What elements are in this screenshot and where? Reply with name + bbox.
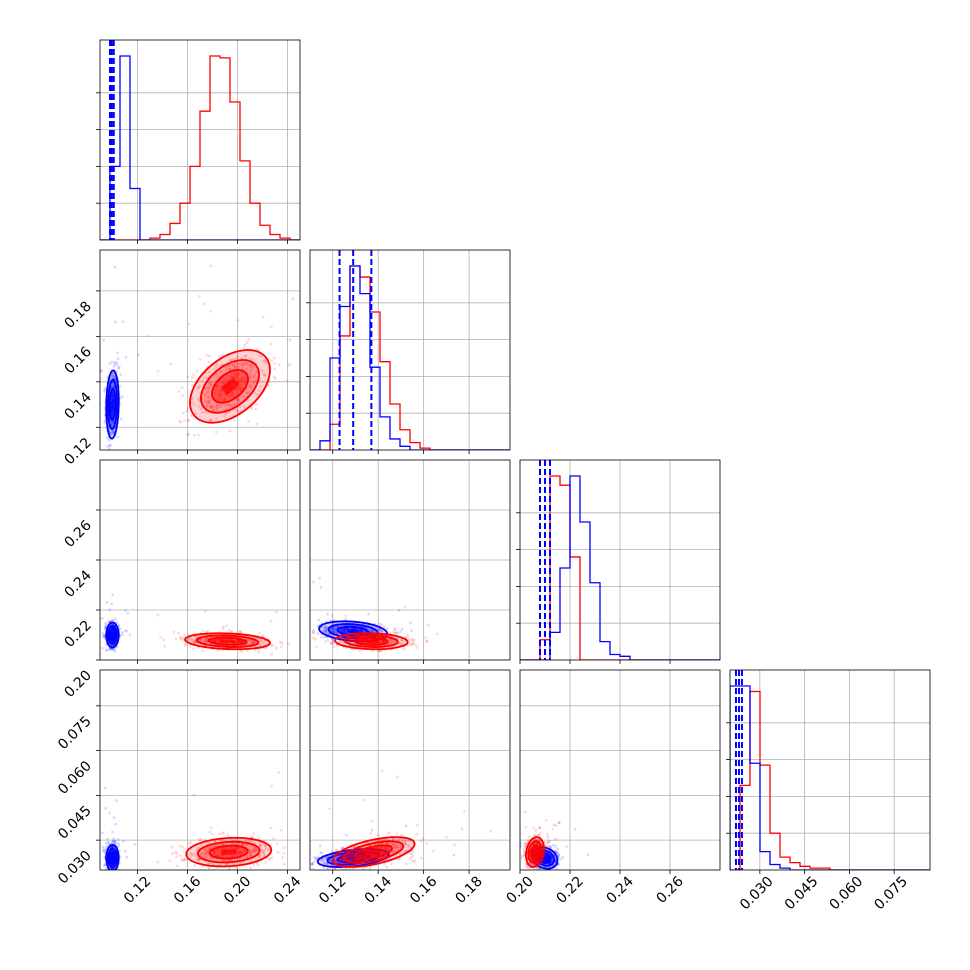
panel-2-2 bbox=[516, 459, 721, 664]
panel-frame bbox=[99, 249, 301, 451]
x-tick-label-0-1: 0.16 bbox=[171, 873, 204, 906]
y-tick-label-2-2: 0.24 bbox=[61, 567, 94, 600]
panel-frame bbox=[99, 669, 301, 871]
y-tick-label-2-3: 0.26 bbox=[61, 517, 94, 550]
density-core-red bbox=[533, 849, 537, 855]
hist-red-3 bbox=[730, 690, 930, 870]
y-tick-label-2-1: 0.22 bbox=[61, 618, 94, 651]
hist-red-1 bbox=[310, 265, 510, 450]
panel-1-1 bbox=[306, 249, 511, 454]
x-tick-label-2-3: 0.26 bbox=[653, 873, 686, 906]
x-tick-label-3-1: 0.045 bbox=[782, 874, 822, 914]
panel-frame bbox=[519, 669, 721, 871]
x-tick-label-1-2: 0.16 bbox=[407, 873, 440, 906]
panel-3-3: 0.030 0.045 0.060 0.075 bbox=[726, 669, 931, 914]
density-core-red bbox=[364, 639, 378, 643]
density-core-red bbox=[366, 848, 382, 856]
x-tick-label-3-2: 0.060 bbox=[827, 874, 867, 914]
x-tick-label-0-0: 0.12 bbox=[121, 874, 154, 907]
x-tick-label-2-1: 0.22 bbox=[553, 874, 586, 907]
y-tick-label-1-2: 0.16 bbox=[61, 344, 94, 377]
panel-2-0: 0.20 0.22 0.24 0.26 bbox=[61, 459, 301, 701]
y-tick-label-3-3: 0.075 bbox=[55, 713, 95, 753]
density-core-blue bbox=[347, 629, 360, 634]
y-tick-label-1-1: 0.14 bbox=[61, 389, 94, 422]
panel-frame bbox=[729, 669, 931, 871]
hist-blue-0 bbox=[100, 55, 300, 240]
panel-3-2: 0.20 0.22 0.24 0.26 bbox=[503, 669, 721, 907]
y-tick-label-1-3: 0.18 bbox=[61, 298, 94, 331]
x-tick-label-3-3: 0.075 bbox=[871, 874, 911, 914]
hist-red-0 bbox=[100, 55, 300, 240]
x-tick-label-0-3: 0.24 bbox=[271, 873, 304, 906]
x-tick-label-3-0: 0.030 bbox=[737, 874, 777, 914]
x-tick-label-1-0: 0.12 bbox=[316, 874, 349, 907]
panel-frame bbox=[309, 669, 511, 871]
x-tick-label-1-3: 0.18 bbox=[453, 874, 486, 907]
y-tick-label-3-2: 0.060 bbox=[55, 758, 95, 798]
x-tick-label-0-2: 0.20 bbox=[221, 874, 254, 907]
density-core-red bbox=[220, 639, 235, 643]
x-tick-label-2-0: 0.20 bbox=[503, 874, 536, 907]
density-core-blue bbox=[111, 855, 114, 861]
hist-red-2 bbox=[520, 475, 720, 660]
panel-frame bbox=[309, 249, 511, 451]
x-tick-label-1-1: 0.14 bbox=[362, 873, 395, 906]
panel-frame bbox=[519, 459, 721, 661]
panel-frame bbox=[99, 39, 301, 241]
panel-0-0 bbox=[96, 39, 301, 244]
panel-1-0: 0.12 0.14 0.16 0.18 bbox=[61, 249, 301, 468]
y-tick-label-3-1: 0.045 bbox=[55, 803, 95, 843]
hist-blue-2 bbox=[520, 475, 720, 660]
y-tick-label-1-0: 0.12 bbox=[61, 435, 94, 468]
density-core-red bbox=[220, 377, 240, 396]
panel-2-1 bbox=[309, 459, 511, 664]
y-tick-label-3-0: 0.030 bbox=[55, 848, 95, 888]
density-core-red bbox=[221, 849, 237, 855]
y-tick-label-2-0: 0.20 bbox=[61, 668, 94, 701]
density-core-blue bbox=[111, 632, 114, 638]
x-tick-label-2-2: 0.24 bbox=[603, 873, 636, 906]
hist-blue-3 bbox=[730, 685, 930, 870]
density-core-blue bbox=[111, 398, 114, 411]
panel-frame bbox=[99, 459, 301, 661]
panel-frame bbox=[309, 459, 511, 661]
